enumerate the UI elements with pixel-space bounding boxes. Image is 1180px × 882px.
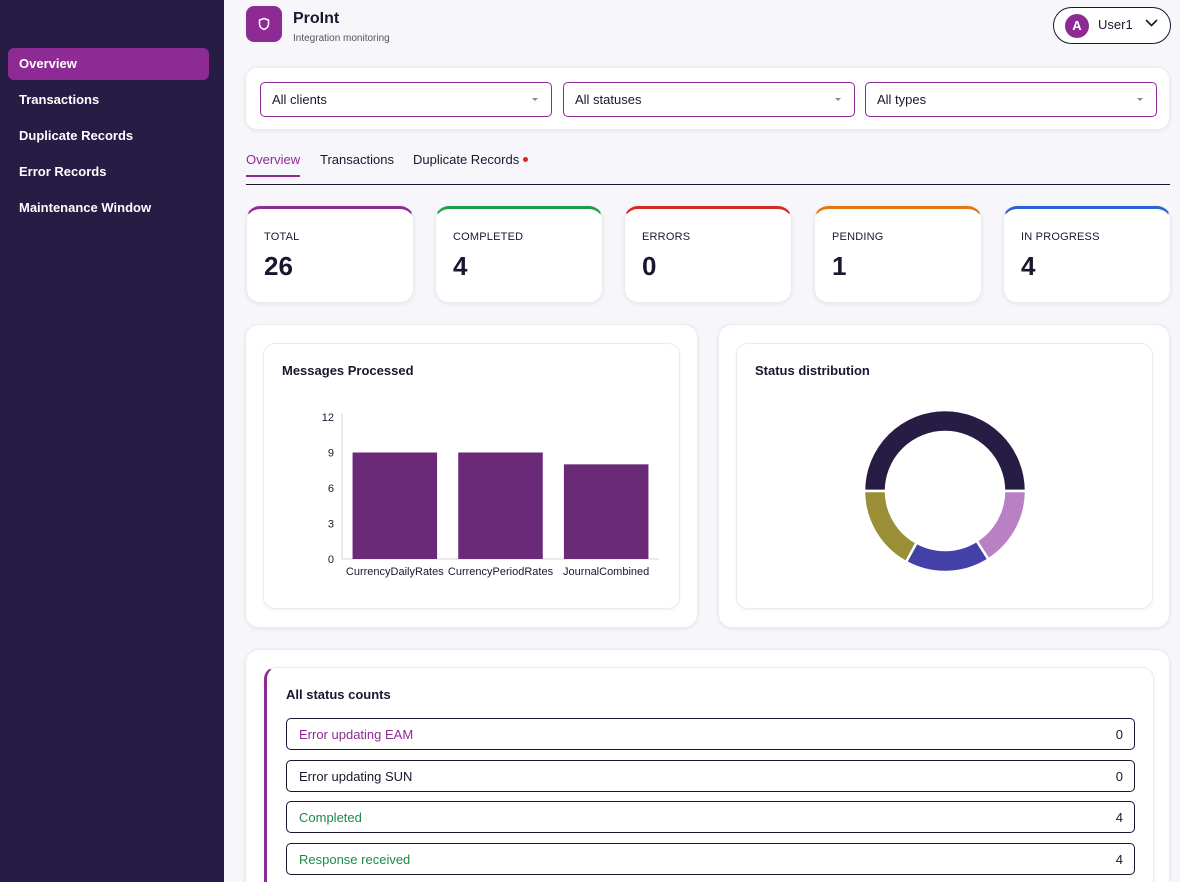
tab-transactions[interactable]: Transactions: [320, 152, 394, 177]
avatar: A: [1065, 14, 1089, 38]
y-tick-label: 0: [328, 554, 334, 566]
status-count-label: Error updating EAM: [299, 727, 414, 742]
donut-slice[interactable]: [862, 489, 919, 564]
shield-icon: [258, 17, 270, 31]
header: ProInt Integration monitoring A User1: [246, 6, 1171, 48]
status-count-value: 4: [1115, 810, 1123, 825]
status-chart-panel: Status distribution: [718, 324, 1170, 628]
status-count-row[interactable]: Error updating EAM 0: [286, 718, 1135, 750]
sidebar-item-transactions[interactable]: Transactions: [19, 92, 100, 107]
x-tick-label: JournalCombined: [563, 566, 649, 578]
donut-slice[interactable]: [974, 489, 1028, 562]
chart-title: Messages Processed: [282, 363, 414, 378]
stat-card-in-progress: IN PROGRESS 4: [1003, 206, 1171, 303]
sidebar-item-maintenance-window[interactable]: Maintenance Window: [19, 200, 152, 215]
tab-bar: Overview Transactions Duplicate Records: [246, 145, 1170, 185]
tab-label: Overview: [246, 152, 301, 167]
caret-down-icon: [1137, 98, 1143, 101]
client-filter-value: All clients: [272, 92, 327, 107]
messages-chart-card: Messages Processed 0 3 6 9 12 CurrencyDailyRa…: [263, 343, 680, 609]
status-chart-card: Status distribution: [736, 343, 1153, 609]
donut-slice[interactable]: [862, 408, 1028, 493]
status-count-value: 4: [1115, 852, 1123, 867]
sidebar-item-overview[interactable]: Overview: [8, 48, 209, 80]
status-filter-value: All statuses: [575, 92, 642, 107]
status-count-row[interactable]: Error updating SUN 0: [286, 760, 1135, 792]
status-count-label: Completed: [299, 810, 362, 825]
app-subtitle: Integration monitoring: [293, 33, 390, 44]
x-tick-label: CurrencyPeriodRates: [448, 566, 554, 578]
chart-title: Status distribution: [755, 363, 870, 378]
bar[interactable]: [352, 452, 438, 560]
status-count-row[interactable]: Completed 4: [286, 801, 1135, 833]
type-filter-value: All types: [877, 92, 927, 107]
filters-panel: All clients All statuses All types: [245, 67, 1170, 130]
status-count-label: Response received: [299, 852, 411, 867]
sidebar-item-duplicate-records[interactable]: Duplicate Records: [19, 128, 134, 143]
user-name: User1: [1098, 17, 1133, 32]
caret-down-icon: [532, 98, 538, 101]
tab-label: Duplicate Records: [413, 152, 520, 167]
stat-label: IN PROGRESS: [1021, 231, 1100, 243]
main-content: ProInt Integration monitoring A User1 Al…: [224, 0, 1180, 882]
caret-down-icon: [835, 98, 841, 101]
stat-label: COMPLETED: [453, 231, 524, 243]
stat-card-total: TOTAL 26: [246, 206, 414, 303]
sidebar-item-error-records[interactable]: Error Records: [19, 164, 107, 179]
status-count-label: Error updating SUN: [299, 769, 413, 784]
stat-value: 0: [642, 251, 657, 281]
stat-card-completed: COMPLETED 4: [435, 206, 603, 303]
counts-title: All status counts: [286, 687, 391, 702]
status-count-value: 0: [1115, 769, 1123, 784]
y-tick-label: 3: [328, 519, 334, 531]
user-menu-button[interactable]: A User1: [1053, 7, 1171, 44]
tab-duplicate-records[interactable]: Duplicate Records: [413, 152, 529, 177]
sidebar: Overview Transactions Duplicate Records …: [0, 0, 224, 882]
client-filter-select[interactable]: All clients: [260, 82, 552, 117]
stat-value: 1: [832, 251, 847, 281]
notification-dot: [523, 157, 529, 162]
y-tick-label: 12: [322, 412, 334, 424]
tab-label: Transactions: [320, 152, 394, 167]
messages-chart-panel: Messages Processed 0 3 6 9 12 CurrencyDailyRa…: [245, 324, 698, 628]
stat-value: 4: [1021, 251, 1036, 281]
app-title: ProInt: [293, 10, 340, 27]
status-counts-panel: All status counts Error updating EAM 0 E…: [245, 649, 1170, 882]
y-tick-label: 9: [328, 448, 334, 460]
y-tick-label: 6: [328, 483, 334, 495]
stat-value: 4: [453, 251, 468, 281]
messages-bar-chart: 0 3 6 9 12 CurrencyDailyRates CurrencyPeriodRa…: [322, 412, 659, 578]
chevron-down-icon: [1145, 19, 1158, 27]
status-count-value: 0: [1115, 727, 1123, 742]
stat-label: TOTAL: [264, 231, 300, 243]
tab-overview[interactable]: Overview: [246, 152, 301, 177]
type-filter-select[interactable]: All types: [865, 82, 1157, 117]
donut-slice[interactable]: [904, 539, 991, 574]
stat-card-pending: PENDING 1: [814, 206, 982, 303]
bar[interactable]: [563, 464, 649, 559]
status-count-row[interactable]: Response received 4: [286, 843, 1135, 875]
x-tick-label: CurrencyDailyRates: [346, 566, 444, 578]
stat-card-errors: ERRORS 0: [624, 206, 792, 303]
bar[interactable]: [458, 452, 543, 560]
stat-label: ERRORS: [642, 231, 691, 243]
status-donut-chart: [862, 408, 1028, 574]
stat-label: PENDING: [832, 231, 884, 243]
app-logo: [246, 6, 282, 42]
stat-value: 26: [264, 251, 293, 281]
status-filter-select[interactable]: All statuses: [563, 82, 855, 117]
status-counts-card: All status counts Error updating EAM 0 E…: [264, 667, 1154, 882]
